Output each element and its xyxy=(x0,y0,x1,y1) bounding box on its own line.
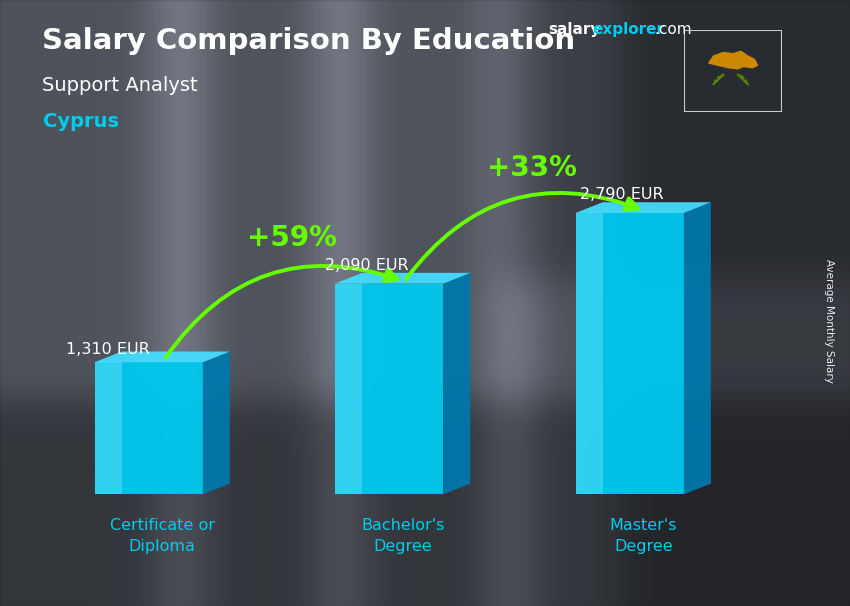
Text: Salary Comparison By Education: Salary Comparison By Education xyxy=(42,27,575,55)
Polygon shape xyxy=(575,202,711,213)
Polygon shape xyxy=(741,75,745,78)
Text: 1,310 EUR: 1,310 EUR xyxy=(66,342,150,357)
Text: Support Analyst: Support Analyst xyxy=(42,76,198,95)
Polygon shape xyxy=(94,351,230,362)
Polygon shape xyxy=(94,362,203,494)
Text: Bachelor's
Degree: Bachelor's Degree xyxy=(361,518,445,554)
Polygon shape xyxy=(575,213,684,494)
Polygon shape xyxy=(739,74,743,77)
Text: Certificate or
Diploma: Certificate or Diploma xyxy=(110,518,215,554)
Text: 2,790 EUR: 2,790 EUR xyxy=(581,187,664,202)
Bar xyxy=(684,30,782,112)
Polygon shape xyxy=(335,284,362,494)
Polygon shape xyxy=(709,52,757,69)
Text: +33%: +33% xyxy=(487,154,577,182)
Text: 2,090 EUR: 2,090 EUR xyxy=(325,258,409,273)
Text: salary: salary xyxy=(548,22,601,38)
Text: Cyprus: Cyprus xyxy=(42,112,118,131)
Text: .com: .com xyxy=(654,22,692,38)
Polygon shape xyxy=(744,79,748,82)
Text: +59%: +59% xyxy=(246,224,337,253)
Polygon shape xyxy=(335,284,444,494)
Polygon shape xyxy=(94,362,122,494)
Polygon shape xyxy=(335,273,470,284)
Polygon shape xyxy=(684,202,711,494)
Polygon shape xyxy=(717,75,721,78)
Text: Master's
Degree: Master's Degree xyxy=(609,518,677,554)
Text: Average Monthly Salary: Average Monthly Salary xyxy=(824,259,834,383)
Polygon shape xyxy=(444,273,470,494)
Text: explorer: explorer xyxy=(592,22,665,38)
Polygon shape xyxy=(575,213,603,494)
Polygon shape xyxy=(203,351,230,494)
Polygon shape xyxy=(719,74,723,77)
Polygon shape xyxy=(714,79,717,82)
